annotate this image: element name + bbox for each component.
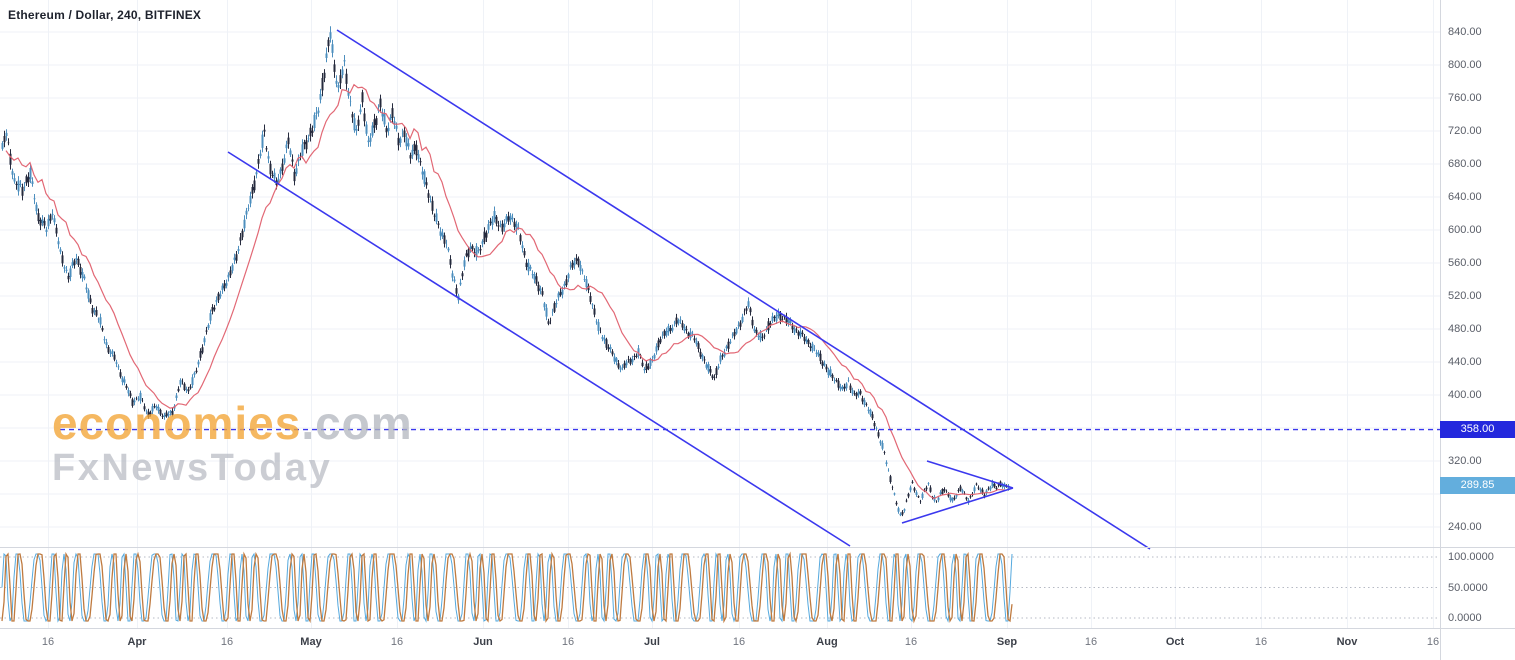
- time-tick-month: Jun: [473, 636, 493, 648]
- price-tick: 680.00: [1448, 158, 1482, 170]
- indicator-tick: 100.0000: [1448, 551, 1494, 563]
- time-tick: 16: [1254, 636, 1268, 648]
- price-tick: 520.00: [1448, 290, 1482, 302]
- time-tick-month: Sep: [996, 636, 1018, 648]
- time-tick-month: Apr: [127, 636, 147, 648]
- price-tick: 240.00: [1448, 521, 1482, 533]
- price-tick: 320.00: [1448, 455, 1482, 467]
- price-tick: 720.00: [1448, 125, 1482, 137]
- time-tick-month: Jul: [644, 636, 660, 648]
- time-tick: 16: [1426, 636, 1440, 648]
- price-tick: 440.00: [1448, 356, 1482, 368]
- time-tick-month: Oct: [1165, 636, 1185, 648]
- time-tick: 16: [41, 636, 55, 648]
- indicator-tick: 50.0000: [1448, 581, 1488, 594]
- price-tick: 600.00: [1448, 224, 1482, 236]
- time-tick: 16: [220, 636, 234, 648]
- price-tick: 400.00: [1448, 389, 1482, 401]
- time-tick-month: May: [300, 636, 322, 648]
- time-tick: 16: [904, 636, 918, 648]
- time-axis[interactable]: 16 Apr 16 May 16 Jun 16 Jul 16 Aug 16 Sep 16 Oct 16 Nov…: [0, 628, 1440, 660]
- time-tick-month: Nov: [1336, 636, 1358, 648]
- time-tick: 16: [1084, 636, 1098, 648]
- price-tick: 840.00: [1448, 26, 1482, 38]
- indicator-tick: 0.0000: [1448, 612, 1482, 624]
- time-tick: 16: [390, 636, 404, 648]
- price-tick: 800.00: [1448, 59, 1482, 71]
- last-price-badge: 289.85: [1440, 477, 1515, 495]
- symbol-title[interactable]: Ethereum / Dollar, 240, BITFINEX: [8, 8, 202, 22]
- time-tick: 16: [561, 636, 575, 648]
- horizontal-line-price-badge: 358.00: [1440, 421, 1515, 439]
- price-tick: 640.00: [1448, 191, 1482, 203]
- price-tick: 480.00: [1448, 323, 1482, 335]
- time-tick-month: Aug: [816, 636, 838, 648]
- price-tick: 760.00: [1448, 92, 1482, 104]
- time-tick: 16: [732, 636, 746, 648]
- price-axis[interactable]: 840.00 800.00 760.00 720.00 680.00 640.00 600.…: [1441, 0, 1515, 660]
- price-tick: 560.00: [1448, 257, 1482, 269]
